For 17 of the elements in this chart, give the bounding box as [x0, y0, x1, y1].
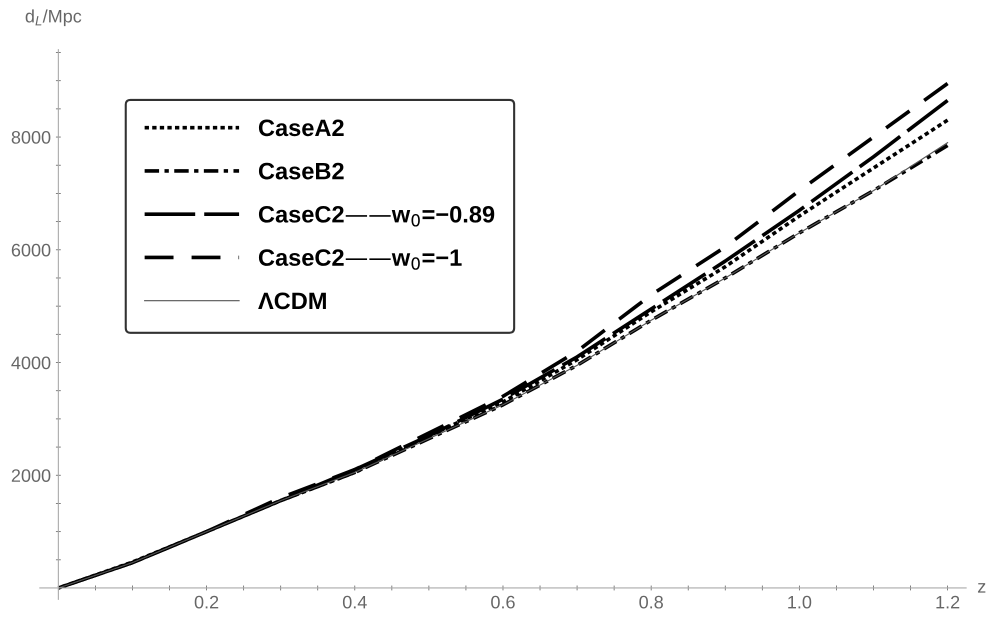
- y-tick-label: 8000: [12, 130, 50, 144]
- x-tick-label: 0.6: [491, 596, 515, 609]
- x-tick-label: 1.2: [936, 596, 960, 608]
- legend-label: CaseC2——w$_{0}$=−0.89: [258, 206, 494, 227]
- y-tick-label: 6000: [12, 244, 50, 257]
- legend-label: CaseA2: [258, 119, 344, 136]
- x-axis-title: z: [978, 583, 986, 593]
- x-tick-label: 0.4: [342, 596, 367, 609]
- y-tick-label: 2000: [12, 469, 50, 482]
- x-tick-label: 0.8: [639, 596, 663, 609]
- legend-label: ΛCDM: [258, 292, 326, 310]
- x-tick-label: 1.0: [788, 596, 812, 609]
- legend-label: CaseC2——w$_{0}$=−1: [258, 249, 462, 270]
- x-tick-label: 0.2: [194, 596, 218, 609]
- y-axis-title: d$_{L}$/Mpc: [26, 9, 82, 26]
- y-tick-label: 4000: [11, 356, 50, 370]
- legend-label: CaseB2: [258, 162, 344, 180]
